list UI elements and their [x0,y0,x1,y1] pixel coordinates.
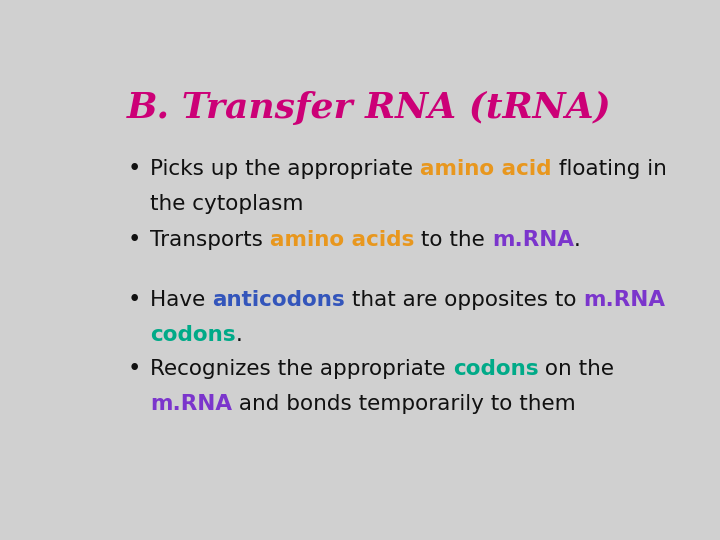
Text: floating in: floating in [552,159,667,179]
Text: m.RNA: m.RNA [150,394,233,414]
Text: to the: to the [415,230,492,249]
Text: codons: codons [453,359,539,379]
Text: on the: on the [539,359,614,379]
Text: m.RNA: m.RNA [492,230,574,249]
Text: anticodons: anticodons [212,290,345,310]
Text: Recognizes the appropriate: Recognizes the appropriate [150,359,453,379]
Text: .: . [574,230,581,249]
Text: and bonds temporarily to them: and bonds temporarily to them [233,394,576,414]
Text: •: • [128,288,141,311]
Text: •: • [128,157,141,180]
Text: •: • [128,228,141,251]
Text: Transports: Transports [150,230,270,249]
Text: B. Transfer RNA (tRNA): B. Transfer RNA (tRNA) [127,91,611,125]
Text: .: . [236,325,243,345]
Text: the cytoplasm: the cytoplasm [150,194,304,214]
Text: m.RNA: m.RNA [583,290,665,310]
Text: •: • [128,356,141,380]
Text: that are opposites to: that are opposites to [345,290,583,310]
Text: Have: Have [150,290,212,310]
Text: amino acids: amino acids [270,230,415,249]
Text: codons: codons [150,325,236,345]
Text: amino acid: amino acid [420,159,552,179]
Text: Picks up the appropriate: Picks up the appropriate [150,159,420,179]
